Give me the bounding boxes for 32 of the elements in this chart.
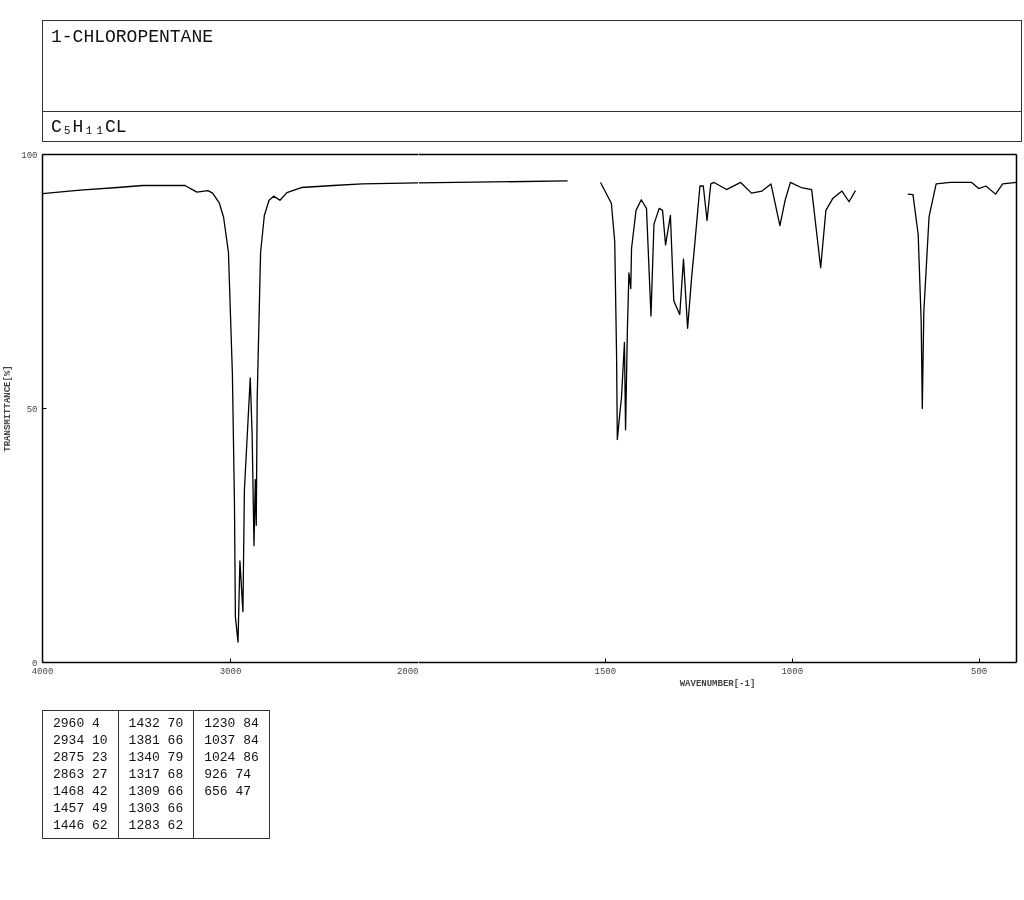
text: 1381 66 xyxy=(128,732,184,749)
text: 926 74 xyxy=(204,766,253,783)
y-tick-label: 50 xyxy=(26,404,38,415)
text: 1283 62 xyxy=(128,817,184,834)
y-axis-title: TRANSMITTANCE[%] xyxy=(3,365,14,452)
text: 1024 86 xyxy=(204,749,259,766)
text: 1317 68 xyxy=(128,766,184,783)
x-tick-label: 4000 xyxy=(31,666,54,677)
text: 1037 84 xyxy=(204,732,259,749)
chart-subtitle: C₅H₁₁CL xyxy=(51,116,127,139)
text: 1340 79 xyxy=(128,749,184,766)
text: 1457 49 xyxy=(53,800,108,817)
chart-title: 1-CHLOROPENTANE xyxy=(51,26,214,49)
text: 1432 70 xyxy=(128,715,184,732)
y-tick-label: 100 xyxy=(21,150,38,161)
x-tick-label: 1000 xyxy=(781,666,804,677)
x-tick-label: 2000 xyxy=(396,666,419,677)
text: 1230 84 xyxy=(204,715,259,732)
text: 1309 66 xyxy=(128,783,184,800)
x-tick-label: 1500 xyxy=(594,666,617,677)
text: 2960 4 xyxy=(53,715,101,732)
text: 1468 42 xyxy=(53,783,108,800)
text: 1303 66 xyxy=(128,800,184,817)
y-tick-label: 0 xyxy=(32,658,38,669)
text: 2934 10 xyxy=(53,732,108,749)
text: 1446 62 xyxy=(53,817,108,834)
text: 2875 23 xyxy=(53,749,108,766)
text: 656 47 xyxy=(204,783,253,800)
text: 2863 27 xyxy=(53,766,108,783)
x-tick-label: 3000 xyxy=(219,666,242,677)
x-tick-label: 500 xyxy=(971,666,988,677)
x-axis-title: WAVENUMBER[-1] xyxy=(679,678,756,689)
